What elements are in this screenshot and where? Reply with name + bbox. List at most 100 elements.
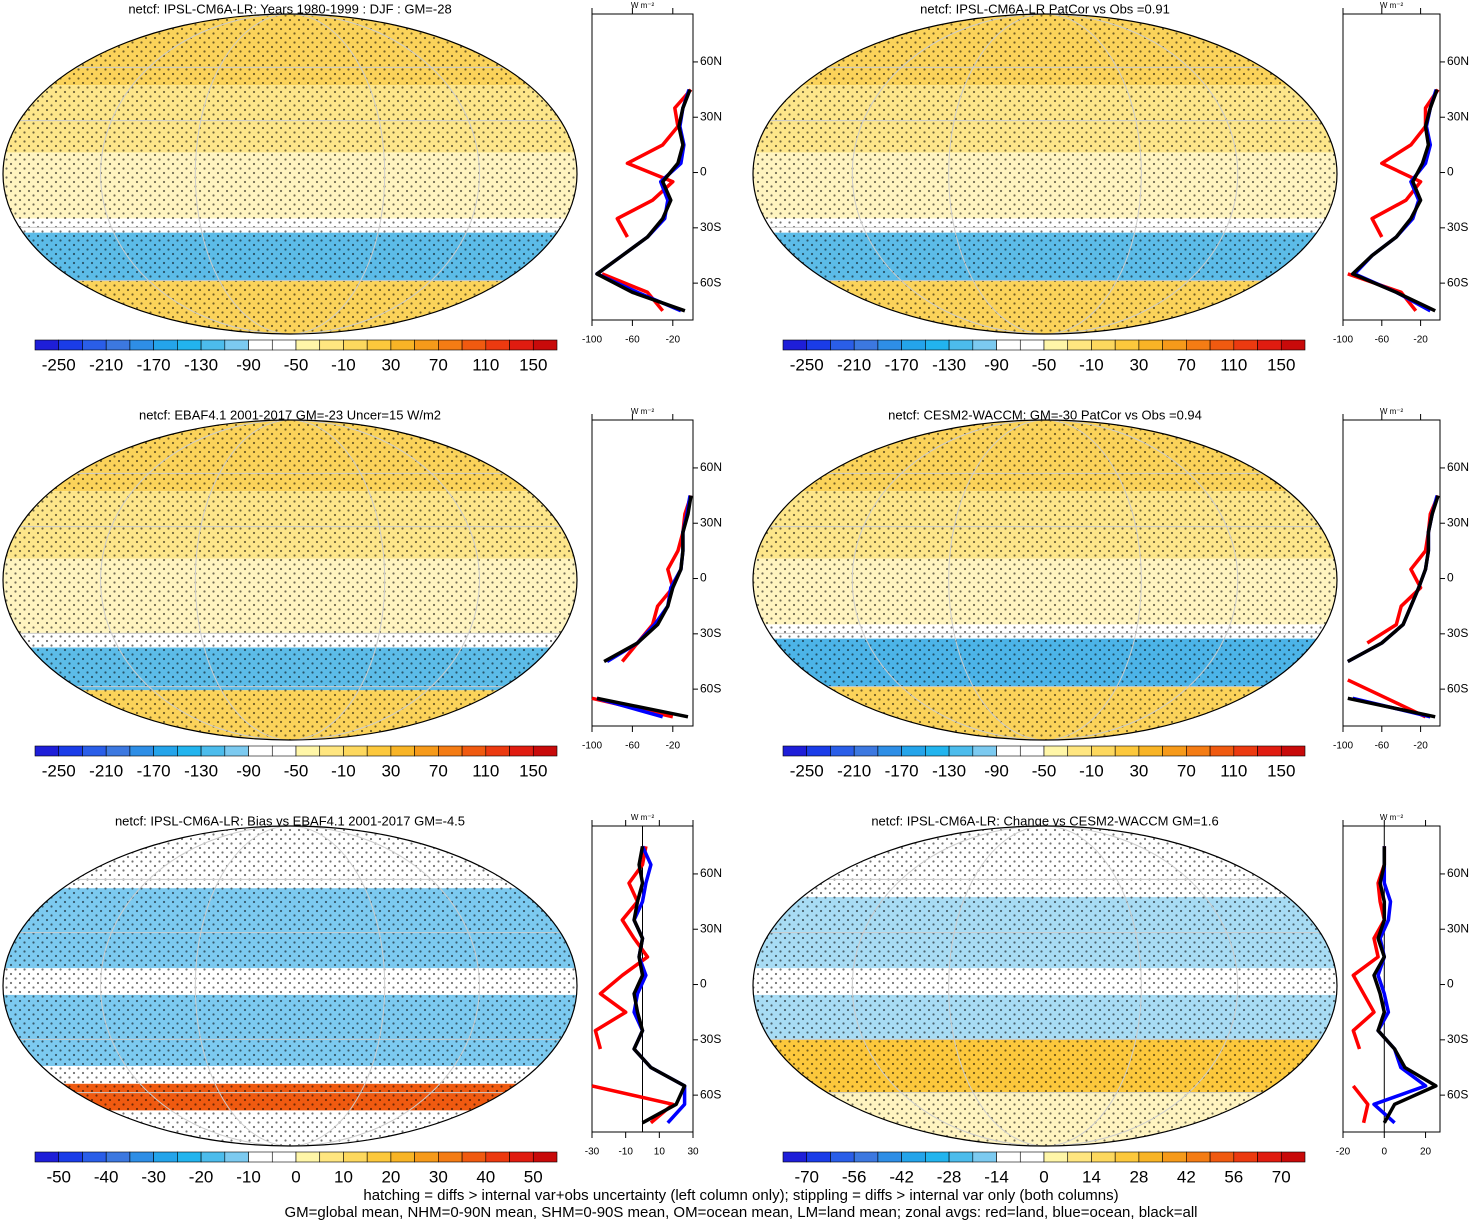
colorbar-label: -210 [89,355,123,374]
y-tick-label: 60N [700,54,722,68]
colorbar-box [853,745,879,757]
colorbar-label: 150 [1267,355,1295,374]
colorbar-label: 30 [381,355,400,374]
colorbar-label: -10 [1079,355,1104,374]
colorbar-box [1162,745,1187,757]
colorbar-box [343,745,368,757]
x-tick-label: -100 [582,741,602,752]
colorbar-box [877,745,902,757]
colorbar-box [1091,745,1116,757]
y-tick-label: 30N [700,109,722,123]
colorbar-box [532,339,558,351]
colorbar-box [901,745,926,757]
x-tick-label: -60 [1375,741,1390,752]
colorbar-box [390,745,415,757]
y-tick-label: 0 [700,977,707,991]
colorbar-box [58,1151,83,1163]
colorbar-box [853,339,879,351]
colorbar-box [271,339,297,351]
graticule [851,14,1239,334]
graticule [194,420,386,740]
colorbar-box [901,339,926,351]
colorbar-box [82,745,107,757]
colorbar-box [1280,1151,1306,1163]
colorbar-box [1233,339,1258,351]
colorbar-label: -20 [189,1167,214,1186]
colorbar-box [972,1151,997,1163]
colorbar-box [485,339,510,351]
colorbar-box [105,1151,131,1163]
map-border [752,419,1338,741]
colorbar-label: -90 [236,355,261,374]
colorbar-box [438,1151,463,1163]
footer-line: GM=global mean, NHM=0-90N mean, SHM=0-90… [284,1204,1197,1221]
y-tick-label: 30N [1447,515,1469,529]
colorbar-box [414,1151,439,1163]
colorbar-box [1257,1151,1282,1163]
colorbar-box [877,339,902,351]
panel-title: netcf: IPSL-CM6A-LR: Years 1980-1999 : D… [128,1,451,16]
y-tick-label: 30N [1447,109,1469,123]
colorbar-label: -170 [885,761,919,780]
stippling [3,14,577,334]
zonal-unit: W m⁻² [1380,407,1404,416]
colorbar-box [782,339,808,351]
colorbar-label: -30 [141,1167,166,1186]
colorbar-box [830,339,855,351]
stippling [753,826,1337,1146]
graticule [194,14,386,334]
colorbar-label: 0 [291,1167,300,1186]
colorbar-label: 40 [476,1167,495,1186]
colorbar-label: 30 [1129,761,1148,780]
colorbar-box [1280,745,1306,757]
x-tick-label: -60 [625,335,640,346]
y-tick-label: 60N [1447,54,1469,68]
colorbar-box [390,339,415,351]
zonal-line [601,88,693,312]
colorbar-box [58,745,83,757]
y-tick-label: 60S [1447,681,1468,695]
y-tick-label: 0 [700,571,707,585]
colorbar-box [319,339,344,351]
colorbar-box [224,339,249,351]
map-border [752,13,1338,335]
colorbar-box [853,1151,879,1163]
colorbar-label: 0 [1039,1167,1048,1186]
zonal-line [1372,846,1428,1125]
colorbar-box [34,1151,60,1163]
colorbar-box [806,339,831,351]
x-tick-label: 30 [687,1147,699,1158]
colorbar-label: -90 [236,761,261,780]
graticule [948,14,1142,334]
stippling [3,420,577,740]
zonal-frame [1342,13,1441,321]
zonal-unit: W m⁻² [631,407,655,416]
panel-title: netcf: IPSL-CM6A-LR: Bias vs EBAF4.1 200… [115,813,465,828]
y-tick-label: 30N [1447,921,1469,935]
colorbar-label: -42 [889,1167,914,1186]
zonal-line [591,845,675,1125]
colorbar-label: -250 [42,761,76,780]
colorbar-box [948,339,974,351]
stippling [753,14,1337,334]
map-border [2,13,578,335]
colorbar-box [319,745,344,757]
colorbar-label: 10 [334,1167,353,1186]
colorbar-box [485,1151,510,1163]
colorbar-box [1067,339,1092,351]
zonal-line [595,88,692,313]
colorbar-label: 150 [519,761,547,780]
colorbar-label: 70 [1177,355,1196,374]
x-tick-label: -10 [618,1147,633,1158]
zonal-line [1346,495,1440,719]
colorbar-box [1280,339,1306,351]
colorbar-box [996,1151,1021,1163]
colorbar-label: -50 [284,355,309,374]
y-tick-label: 30S [1447,1032,1468,1046]
colorbar-label: -250 [790,355,824,374]
x-tick-label: -30 [585,1147,600,1158]
x-tick-label: -100 [582,335,602,346]
colorbar-box [366,339,392,351]
x-tick-label: -20 [666,741,681,752]
